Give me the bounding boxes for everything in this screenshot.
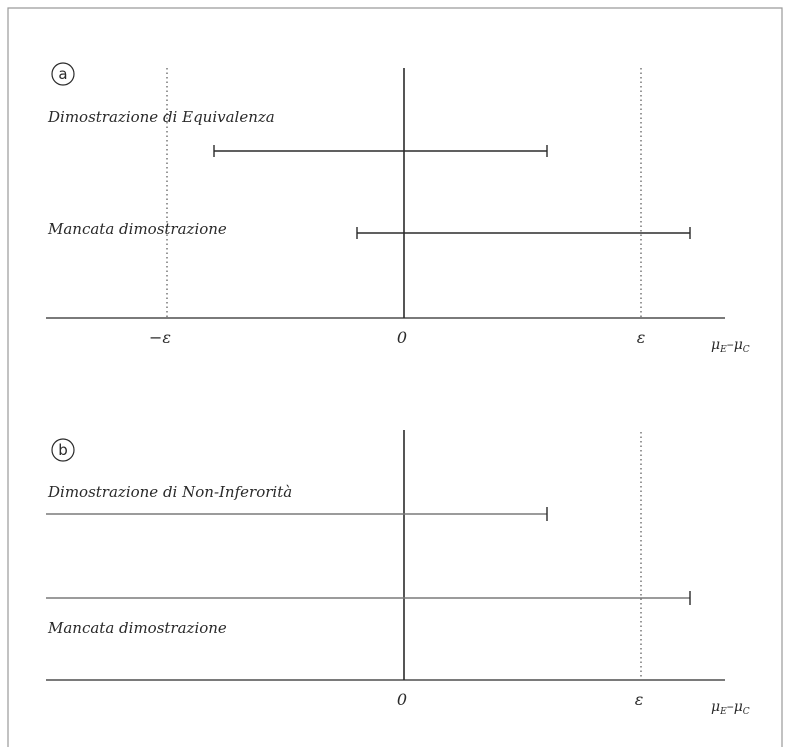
panel-b-ci-noninferiority — [46, 507, 548, 521]
panel-b: b Dimostrazione di Non-Inferorità Mancat… — [46, 430, 750, 717]
panel-a: a Dimostrazione di Equivalenza Mancata d… — [46, 62, 750, 355]
panel-a-ci-equivalence — [213, 145, 548, 157]
panel-a-tick-zero: 0 — [397, 328, 407, 347]
panel-a-letter: a — [58, 65, 67, 83]
panel-b-ci-failure — [46, 591, 691, 605]
figure-frame — [7, 7, 783, 747]
panel-b-tick-epsilon: ε — [635, 690, 644, 709]
panel-a-row2-label: Mancata dimostrazione — [47, 220, 227, 238]
panel-b-row2-label: Mancata dimostrazione — [47, 619, 227, 637]
panel-a-tick-neg-epsilon: −ε — [149, 328, 171, 347]
panel-a-tick-epsilon: ε — [637, 328, 646, 347]
panel-b-axis-label: μE–μC — [711, 699, 750, 717]
panel-a-ci-failure — [356, 227, 691, 239]
panel-b-letter: b — [58, 441, 68, 459]
panel-b-row1-label: Dimostrazione di Non-Inferorità — [47, 483, 292, 501]
panel-b-badge — [51, 438, 75, 462]
panel-a-badge — [51, 62, 75, 86]
panel-a-axis-label: μE–μC — [711, 337, 750, 355]
panel-a-row1-label: Dimostrazione di Equivalenza — [47, 108, 275, 126]
panel-b-tick-zero: 0 — [397, 690, 407, 709]
